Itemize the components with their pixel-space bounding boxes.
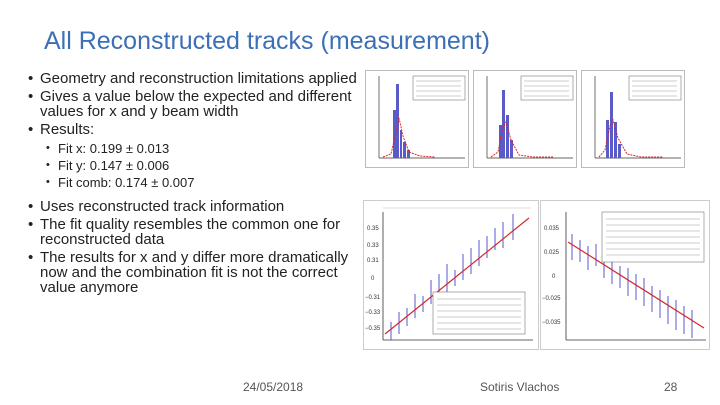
profile-plot-left: 0.35 0.33 0.31 0 −0.31 −0.33 −0.35 bbox=[363, 200, 539, 350]
y-tick: −0.35 bbox=[365, 326, 381, 332]
result-fit-y: Fit y: 0.147 ± 0.006 bbox=[24, 157, 359, 174]
y-tick: 0 bbox=[371, 276, 375, 282]
y-tick: −0.035 bbox=[542, 320, 561, 326]
y-tick: −0.025 bbox=[542, 296, 561, 302]
histogram-fit-comb bbox=[581, 70, 685, 168]
y-tick: 0.025 bbox=[544, 250, 560, 256]
footer-author: Sotiris Vlachos bbox=[480, 380, 560, 394]
y-tick: 0.035 bbox=[544, 226, 560, 232]
y-tick: −0.31 bbox=[365, 295, 381, 301]
y-tick: 0.33 bbox=[367, 243, 379, 249]
bullet-results-differ: The results for x and y differ more dram… bbox=[24, 250, 359, 295]
slide-title: All Reconstructed tracks (measurement) bbox=[44, 27, 490, 55]
result-fit-x: Fit x: 0.199 ± 0.013 bbox=[24, 140, 359, 157]
y-tick: 0 bbox=[552, 274, 556, 280]
y-tick: −0.33 bbox=[365, 310, 381, 316]
bullet-geometry: Geometry and reconstruction limitations … bbox=[24, 71, 359, 86]
profile-plot-right: 0.035 0.025 0 −0.025 −0.035 bbox=[540, 200, 710, 350]
histogram-fit-y bbox=[473, 70, 577, 168]
bullet-fit-quality: The fit quality resembles the common one… bbox=[24, 217, 359, 247]
result-fit-comb: Fit comb: 0.174 ± 0.007 bbox=[24, 174, 359, 191]
y-tick: 0.31 bbox=[367, 258, 379, 264]
bullet-value-below: Gives a value below the expected and dif… bbox=[24, 89, 359, 119]
bullet-list: Geometry and reconstruction limitations … bbox=[24, 71, 359, 298]
histogram-fit-x bbox=[365, 70, 469, 168]
bullet-reco-info: Uses reconstructed track information bbox=[24, 199, 359, 214]
footer-page-number: 28 bbox=[664, 380, 678, 394]
bullet-results: Results: bbox=[24, 122, 359, 137]
footer-date: 24/05/2018 bbox=[243, 380, 304, 394]
y-tick: 0.35 bbox=[367, 226, 379, 232]
